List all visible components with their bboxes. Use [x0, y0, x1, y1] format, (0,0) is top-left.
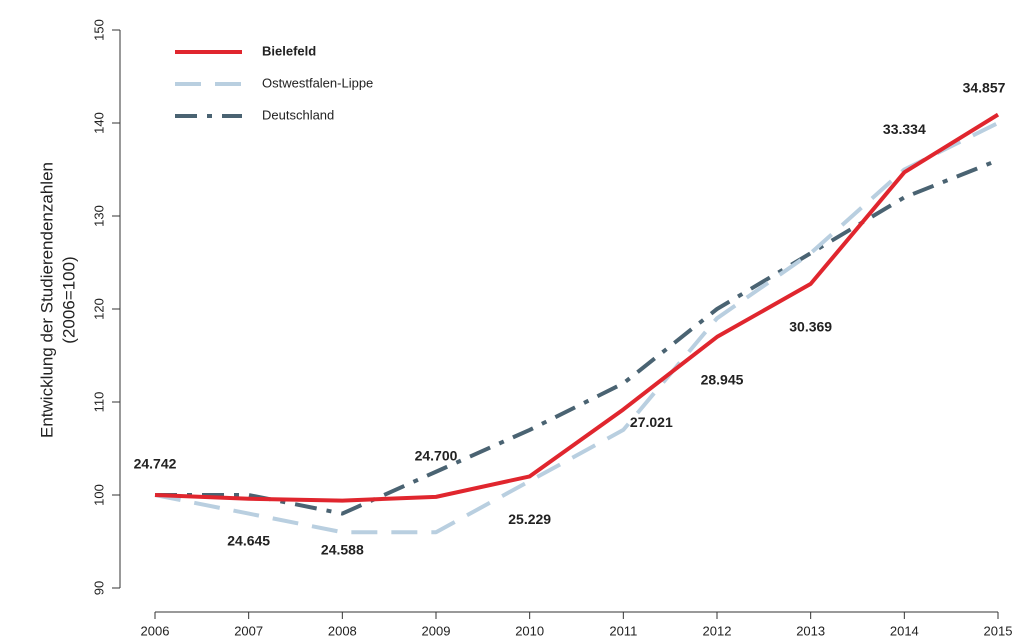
data-label: 25.229 — [508, 511, 551, 527]
series-line — [154, 112, 1000, 503]
data-label: 28.945 — [701, 372, 744, 388]
data-label: 24.645 — [227, 532, 270, 548]
series-line — [154, 121, 999, 535]
y-tick-label: 120 — [91, 298, 106, 320]
x-tick-label: 2006 — [141, 623, 170, 638]
series-line — [155, 158, 999, 516]
x-tick-label: 2010 — [515, 623, 544, 638]
data-label: 30.369 — [789, 319, 832, 335]
x-tick-label: 2007 — [234, 623, 263, 638]
y-tick-label: 130 — [91, 205, 106, 227]
y-tick-label: 150 — [91, 19, 106, 41]
legend-label: Deutschland — [262, 107, 334, 122]
legend-label: Ostwestfalen-Lippe — [262, 75, 373, 90]
x-tick-label: 2013 — [796, 623, 825, 638]
data-label: 24.588 — [321, 541, 364, 557]
y-tick-label: 100 — [91, 484, 106, 506]
data-label: 33.334 — [883, 121, 926, 137]
y-axis-label: (2006=100) — [59, 256, 78, 343]
y-tick-label: 90 — [91, 581, 106, 595]
x-tick-label: 2012 — [703, 623, 732, 638]
y-tick-label: 140 — [91, 112, 106, 134]
data-label: 24.700 — [415, 448, 458, 464]
x-tick-label: 2011 — [609, 623, 637, 638]
data-label: 34.857 — [963, 79, 1006, 95]
x-tick-label: 2009 — [422, 623, 451, 638]
legend-label: Bielefeld — [262, 43, 316, 58]
x-tick-label: 2014 — [890, 623, 919, 638]
y-tick-label: 110 — [91, 392, 106, 413]
y-axis-label: Entwicklung der Studierendenzahlen — [37, 162, 56, 438]
x-tick-label: 2015 — [984, 623, 1013, 638]
x-tick-label: 2008 — [328, 623, 357, 638]
data-label: 24.742 — [134, 456, 177, 472]
data-label: 27.021 — [630, 414, 673, 430]
